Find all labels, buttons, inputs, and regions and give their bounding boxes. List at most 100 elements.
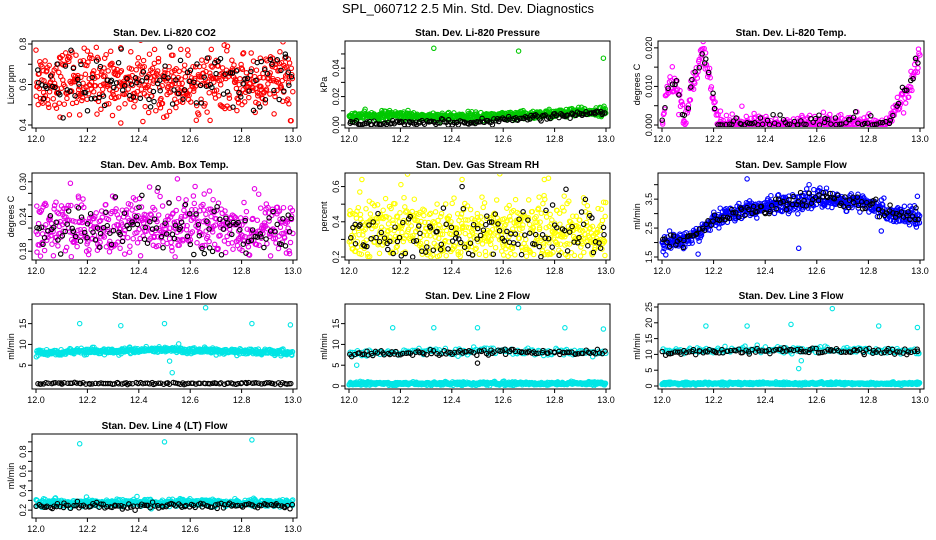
y-axis-label: degrees C <box>632 63 642 105</box>
data-point <box>478 220 485 226</box>
data-point <box>358 251 365 257</box>
data-point <box>62 228 68 235</box>
data-point <box>736 214 742 220</box>
data-point <box>509 245 516 252</box>
data-point <box>404 208 410 214</box>
data-point <box>160 245 166 251</box>
data-point <box>97 63 104 70</box>
points-group <box>659 42 923 127</box>
data-point <box>400 219 406 226</box>
data-point <box>223 213 229 220</box>
data-point <box>154 68 161 74</box>
data-point <box>834 192 841 198</box>
y-tick-label: 10 <box>18 339 28 349</box>
x-tick-label: 12.8 <box>860 134 878 144</box>
data-point <box>69 380 75 387</box>
data-point <box>163 221 170 228</box>
data-point <box>662 104 668 111</box>
data-point <box>153 107 159 114</box>
data-point <box>500 252 507 258</box>
data-point <box>187 241 194 248</box>
data-point <box>383 214 390 220</box>
data-point <box>206 245 213 251</box>
data-point <box>146 96 152 103</box>
data-point <box>453 230 460 237</box>
data-point <box>663 252 669 258</box>
data-point <box>105 68 111 74</box>
data-point <box>146 184 153 190</box>
data-point <box>427 232 433 239</box>
data-point <box>59 52 66 59</box>
x-tick-label: 12.6 <box>494 266 512 276</box>
data-point <box>907 84 914 90</box>
data-point <box>101 234 108 240</box>
data-point <box>723 112 730 119</box>
data-point <box>602 110 608 116</box>
data-point <box>41 247 48 254</box>
data-point <box>142 103 148 110</box>
data-point <box>204 55 211 61</box>
data-point <box>831 196 838 202</box>
data-point <box>121 210 128 216</box>
data-point <box>179 80 185 87</box>
data-point <box>512 252 518 258</box>
data-point <box>569 223 575 230</box>
data-point <box>209 84 215 91</box>
data-point <box>806 190 813 197</box>
data-point <box>210 196 216 203</box>
data-point <box>436 222 442 229</box>
data-point <box>750 203 757 210</box>
data-point <box>801 121 807 127</box>
data-point <box>257 104 263 110</box>
data-point <box>676 92 682 98</box>
data-point <box>542 196 548 203</box>
data-point <box>798 118 804 124</box>
y-axis-label: degrees C <box>6 195 16 237</box>
data-point <box>443 227 450 234</box>
data-point <box>784 201 790 208</box>
x-tick-label: 12.0 <box>27 134 45 144</box>
data-point <box>829 204 835 211</box>
data-point <box>285 212 291 218</box>
data-point <box>584 203 591 209</box>
data-point <box>581 249 587 256</box>
data-point <box>56 380 62 386</box>
data-point <box>217 232 223 239</box>
data-point <box>116 105 122 111</box>
data-point <box>416 223 422 229</box>
data-point <box>242 217 248 224</box>
data-point <box>723 122 729 127</box>
data-point <box>815 197 822 204</box>
data-point <box>868 113 874 119</box>
data-point <box>216 93 222 99</box>
data-point <box>206 188 213 194</box>
data-point <box>357 189 363 195</box>
data-point <box>453 225 460 231</box>
x-tick-label: 12.0 <box>27 395 45 405</box>
data-point <box>350 234 357 240</box>
data-point <box>909 213 916 219</box>
data-point <box>204 233 211 240</box>
data-point <box>905 94 912 100</box>
data-point <box>189 229 196 235</box>
plot-frame <box>31 303 298 390</box>
data-point <box>449 200 455 207</box>
data-point <box>162 70 168 76</box>
data-point <box>217 216 223 223</box>
data-point <box>87 52 94 58</box>
data-point <box>65 202 71 209</box>
data-point <box>181 87 188 93</box>
data-point <box>288 215 294 222</box>
data-point <box>874 121 880 127</box>
data-point <box>387 226 394 233</box>
data-point <box>839 115 845 122</box>
data-point <box>77 380 84 387</box>
data-point <box>530 225 537 231</box>
data-point <box>504 218 510 224</box>
data-point <box>55 237 61 243</box>
data-point <box>428 118 435 125</box>
data-point <box>57 91 63 98</box>
data-point <box>267 91 273 97</box>
